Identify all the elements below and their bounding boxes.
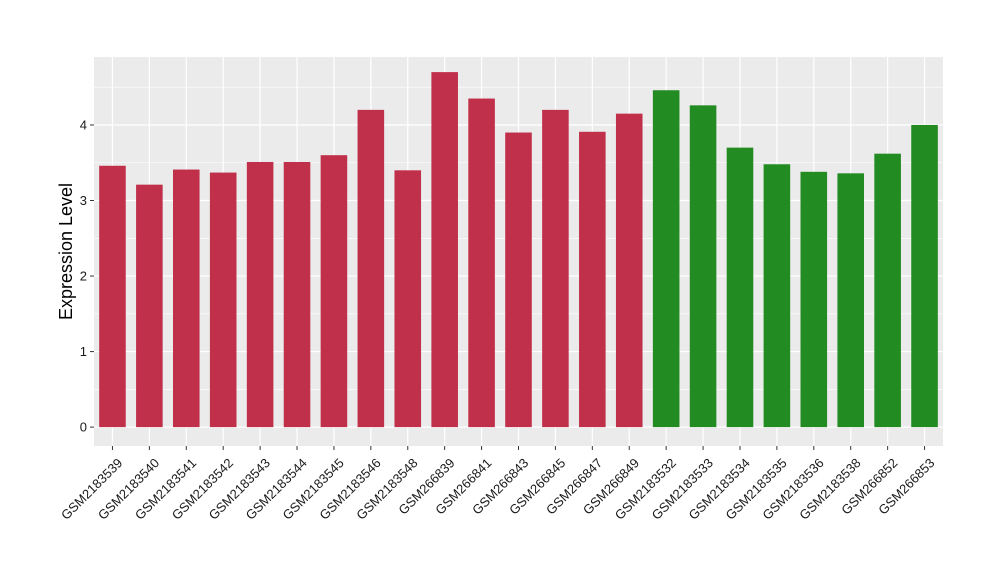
y-tick-label: 3 bbox=[80, 193, 87, 208]
bar bbox=[615, 113, 643, 428]
bars bbox=[99, 72, 938, 428]
y-axis-title: Expression Level bbox=[56, 183, 76, 320]
bar bbox=[542, 109, 569, 428]
bar bbox=[431, 72, 458, 428]
bar bbox=[800, 171, 828, 428]
bar bbox=[357, 109, 385, 428]
y-tick-label: 1 bbox=[80, 344, 87, 359]
bar bbox=[209, 172, 237, 428]
y-tick-label: 2 bbox=[80, 269, 87, 284]
bar bbox=[911, 124, 938, 428]
bar bbox=[136, 184, 163, 428]
x-axis: GSM2183539GSM2183540GSM2183541GSM2183542… bbox=[58, 446, 937, 523]
bar bbox=[726, 147, 754, 428]
y-axis: 0 1 2 3 4 bbox=[80, 117, 94, 435]
bar bbox=[652, 90, 680, 428]
bar bbox=[579, 131, 606, 428]
bar bbox=[763, 164, 791, 428]
bar bbox=[394, 170, 422, 428]
bar bbox=[172, 169, 200, 428]
bar bbox=[468, 98, 495, 428]
bar bbox=[320, 155, 348, 428]
bar bbox=[246, 161, 274, 428]
bar bbox=[283, 161, 311, 428]
bar bbox=[689, 105, 717, 428]
bar bbox=[505, 132, 532, 428]
y-tick-label: 4 bbox=[80, 117, 87, 132]
y-tick-label: 0 bbox=[80, 420, 87, 435]
bar bbox=[99, 165, 126, 428]
bar bbox=[837, 173, 865, 428]
bar bbox=[874, 153, 901, 428]
